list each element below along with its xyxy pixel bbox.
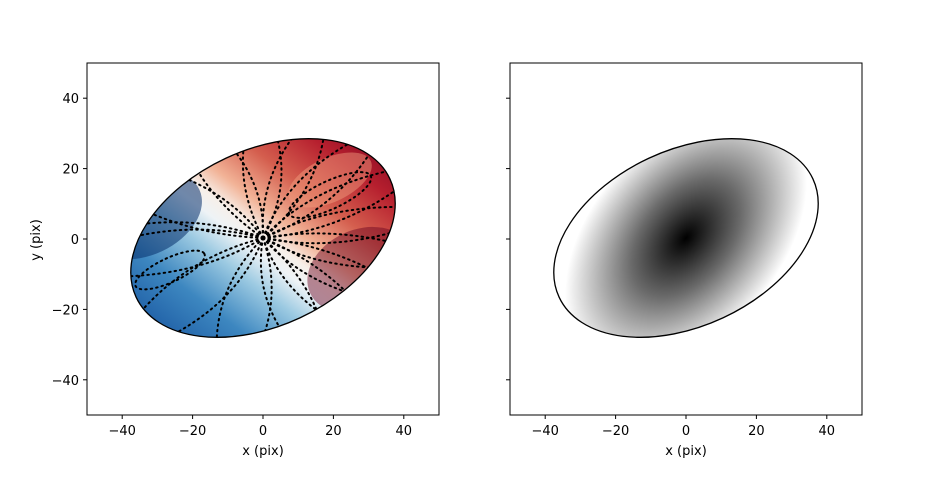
y-tick-label: 0 bbox=[71, 233, 79, 248]
contour-loop bbox=[134, 249, 206, 291]
contour-line bbox=[143, 237, 264, 309]
contour-line bbox=[262, 134, 325, 239]
x-tick-label: 40 bbox=[819, 424, 836, 439]
x-tick-label: 0 bbox=[682, 424, 690, 439]
contour-line bbox=[182, 141, 264, 239]
contour-line bbox=[262, 205, 409, 239]
contour-line bbox=[121, 198, 264, 239]
left-y-axis-label: y (pix) bbox=[29, 219, 44, 261]
right-axis-ticks: −40 −20 0 20 40 bbox=[506, 97, 836, 439]
y-tick-label: 40 bbox=[62, 92, 79, 107]
x-tick-label: −40 bbox=[531, 424, 558, 439]
left-ellipse-outline bbox=[130, 138, 396, 338]
x-tick-label: 20 bbox=[748, 424, 765, 439]
contour-loop bbox=[287, 171, 373, 219]
contour-line bbox=[262, 237, 350, 332]
x-tick-label: 20 bbox=[325, 424, 342, 439]
intensity-field bbox=[553, 138, 819, 338]
contour-line bbox=[262, 170, 386, 239]
x-tick-label: −20 bbox=[602, 424, 629, 439]
left-axis-ticks: −40 −40 −20 −20 0 0 20 20 40 40 bbox=[52, 92, 413, 439]
y-tick-label: −20 bbox=[52, 303, 79, 318]
x-tick-label: 0 bbox=[259, 424, 267, 439]
x-tick-label: −20 bbox=[179, 424, 206, 439]
intensity-panel: −40 −20 0 20 40 x (pix) bbox=[506, 62, 863, 459]
x-tick-label: 40 bbox=[396, 424, 413, 439]
contour-line bbox=[256, 237, 273, 352]
contour-line bbox=[121, 237, 264, 278]
contour-line bbox=[262, 143, 348, 239]
right-x-axis-label: x (pix) bbox=[665, 444, 707, 459]
velocity-panel: −40 −40 −20 −20 0 0 20 20 40 40 x (pix) y (pix) bbox=[29, 62, 440, 459]
contour-line bbox=[178, 237, 264, 333]
right-ellipse-outline bbox=[553, 138, 819, 338]
contour-line bbox=[241, 125, 264, 239]
left-x-axis-label: x (pix) bbox=[242, 444, 284, 459]
y-tick-label: 20 bbox=[62, 163, 79, 178]
y-tick-label: −40 bbox=[52, 374, 79, 389]
x-tick-label: −40 bbox=[108, 424, 135, 439]
contour-line bbox=[215, 237, 264, 346]
contour-line bbox=[262, 237, 371, 319]
